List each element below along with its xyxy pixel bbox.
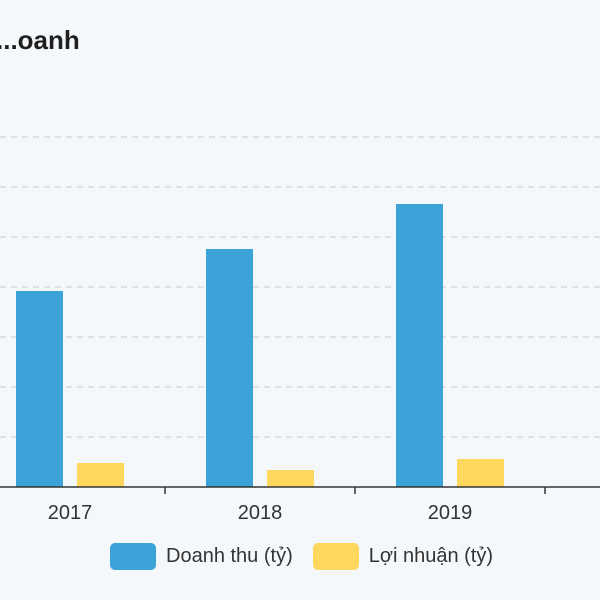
x-tick-label-2018: 2018 — [238, 502, 283, 524]
x-tick-label-2017: 2017 — [48, 502, 93, 524]
legend-swatch-profit — [312, 543, 359, 570]
bar-profit-2018[interactable] — [267, 470, 314, 487]
legend-swatch-revenue — [110, 543, 156, 570]
legend: Doanh thu (tỷ) Lợi nhuận (tỷ) — [110, 543, 513, 570]
chart-title: ...oanh — [0, 25, 80, 55]
legend-label-profit: Lợi nhuận (tỷ) — [368, 545, 494, 567]
bar-revenue-2017[interactable] — [16, 291, 63, 487]
bar-profit-2019[interactable] — [457, 459, 504, 487]
bar-revenue-2018[interactable] — [206, 249, 253, 487]
legend-item-revenue[interactable]: Doanh thu (tỷ) — [110, 543, 293, 570]
bar-revenue-2019[interactable] — [396, 204, 443, 487]
legend-item-profit[interactable]: Lợi nhuận (tỷ) — [312, 543, 494, 570]
bar-profit-2017[interactable] — [77, 463, 124, 487]
legend-label-revenue: Doanh thu (tỷ) — [166, 545, 293, 567]
x-tick-label-2019: 2019 — [428, 502, 473, 524]
